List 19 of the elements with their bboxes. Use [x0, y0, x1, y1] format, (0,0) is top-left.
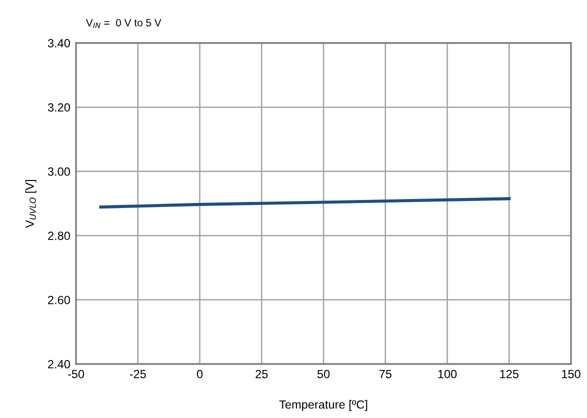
x-tick-label: 150: [562, 370, 580, 378]
x-tick-label: 125: [500, 370, 518, 378]
y-axis-title: V$_{UVLO}$ [V]: [25, 180, 36, 228]
x-tick-label: 100: [438, 370, 457, 378]
y-tick-label: 3.40: [48, 39, 70, 48]
line-series: [99, 197, 511, 209]
x-tick-label: -50: [68, 370, 84, 378]
x-tick-label: 75: [379, 370, 392, 378]
x-axis-title: Temperature [ºC]: [279, 400, 368, 412]
y-tick-label: 3.20: [48, 103, 70, 112]
y-tick-label: 2.60: [48, 296, 70, 304]
x-tick-label: 0: [196, 370, 203, 378]
chart-title: V$_{IN}$ = 0 V to 5 V: [86, 19, 162, 28]
y-tick-label: 2.80: [48, 232, 70, 240]
y-tick-label: 2.40: [48, 360, 70, 368]
y-tick-label: 3.00: [48, 167, 70, 176]
x-tick-label: 50: [317, 370, 330, 378]
x-tick-label: -25: [130, 370, 146, 378]
x-tick-label: 25: [256, 370, 268, 378]
